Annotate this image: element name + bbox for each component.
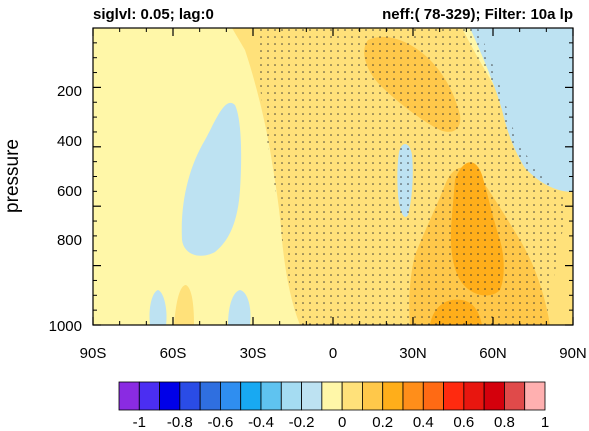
colorbar-box bbox=[382, 381, 404, 411]
colorbar-box bbox=[321, 381, 343, 411]
x-tick-label-60s: 60S bbox=[160, 345, 187, 362]
x-tick-label-30n: 30N bbox=[399, 345, 427, 362]
x-major-ticks bbox=[92, 28, 574, 325]
colorbar bbox=[118, 381, 546, 411]
colorbar-label: -0.8 bbox=[167, 414, 193, 431]
y-tick-label-600: 600 bbox=[57, 183, 82, 200]
fill-neg-0-1-south-mid bbox=[228, 290, 251, 325]
colorbar-box bbox=[260, 381, 282, 411]
colorbar-box bbox=[301, 381, 323, 411]
y-tick-label-800: 800 bbox=[57, 232, 82, 249]
fill-neg-0-1-southern bbox=[181, 102, 242, 256]
colorbar-label: 0.2 bbox=[372, 414, 393, 431]
colorbar-label: 0.8 bbox=[494, 414, 515, 431]
colorbar-label: 0 bbox=[338, 414, 346, 431]
x-tick-label-90n: 90N bbox=[559, 345, 587, 362]
y-tick-label-1000: 1000 bbox=[49, 318, 82, 335]
colorbar-box bbox=[179, 381, 201, 411]
colorbar-box bbox=[524, 381, 546, 411]
colorbar-box bbox=[362, 381, 384, 411]
colorbar-box bbox=[199, 381, 221, 411]
fill-neg-0-1-corner bbox=[536, 28, 573, 45]
x-minor-ticks bbox=[119, 28, 547, 325]
colorbar-box bbox=[280, 381, 302, 411]
title-right: neff:( 78-329); Filter: 10a lp bbox=[382, 6, 573, 23]
fill-neg-0-1-south-low bbox=[149, 290, 167, 325]
colorbar-box bbox=[402, 381, 424, 411]
colorbar-label: -0.4 bbox=[248, 414, 274, 431]
x-tick-label-60n: 60N bbox=[479, 345, 507, 362]
fill-neg-0-1-ne bbox=[470, 28, 573, 192]
title-left: siglvl: 0.05; lag:0 bbox=[93, 6, 214, 23]
y-tick-label-400: 400 bbox=[57, 133, 82, 150]
colorbar-label: 1 bbox=[541, 414, 549, 431]
x-tick-label-90s: 90S bbox=[80, 345, 107, 362]
contour-fills bbox=[93, 28, 573, 325]
colorbar-box bbox=[443, 381, 465, 411]
colorbar-label: -0.2 bbox=[289, 414, 315, 431]
colorbar-box bbox=[463, 381, 485, 411]
colorbar-label: 0.6 bbox=[453, 414, 474, 431]
colorbar-label: -0.6 bbox=[207, 414, 233, 431]
colorbar-box bbox=[504, 381, 526, 411]
colorbar-box bbox=[138, 381, 160, 411]
colorbar-label: -1 bbox=[133, 414, 146, 431]
y-axis-label: pressure bbox=[2, 139, 23, 213]
y-minor-ticks bbox=[93, 42, 573, 311]
x-tick-label-30s: 30S bbox=[240, 345, 267, 362]
colorbar-box bbox=[159, 381, 181, 411]
x-tick-label-0: 0 bbox=[329, 345, 337, 362]
fill-pos-0-2-south-lobe bbox=[174, 285, 194, 325]
y-major-ticks bbox=[93, 86, 573, 326]
colorbar-box bbox=[118, 381, 140, 411]
stippling bbox=[255, 28, 566, 325]
y-tick-label-200: 200 bbox=[57, 83, 82, 100]
colorbar-box bbox=[341, 381, 363, 411]
colorbar-box bbox=[483, 381, 505, 411]
colorbar-box bbox=[240, 381, 262, 411]
colorbar-box bbox=[422, 381, 444, 411]
colorbar-box bbox=[220, 381, 242, 411]
colorbar-label: 0.4 bbox=[413, 414, 434, 431]
colorbar-labels: -1 -0.8 -0.6 -0.4 -0.2 0 0.2 0.4 0.6 0.8 1 bbox=[133, 414, 550, 431]
